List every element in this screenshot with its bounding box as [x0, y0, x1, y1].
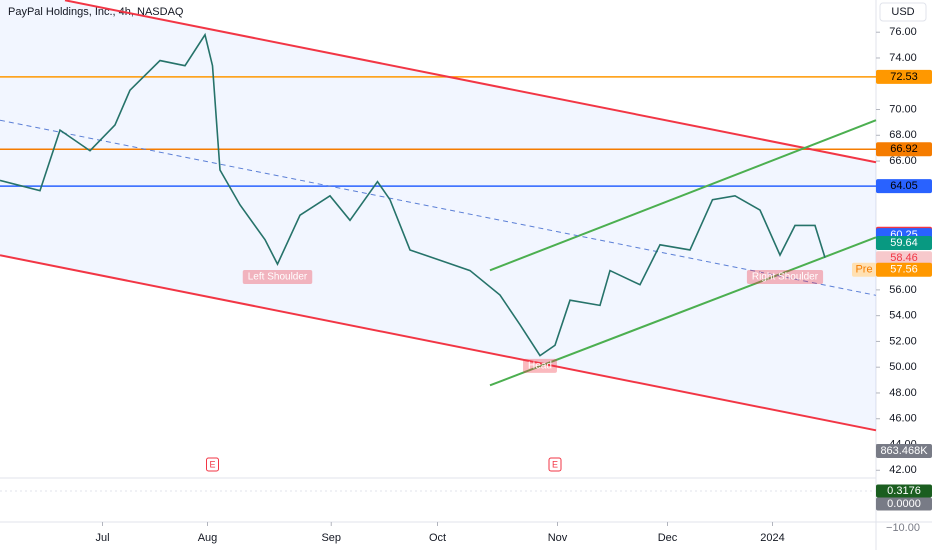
- annotation: Head: [528, 361, 552, 372]
- trendline: [0, 119, 877, 296]
- macd-badge: [876, 484, 932, 498]
- level-label: 66.92: [890, 143, 918, 155]
- x-tick-label: 2024: [760, 532, 784, 544]
- y-tick-label: 48.00: [889, 387, 917, 399]
- x-tick-label: Aug: [198, 532, 218, 544]
- earnings-marker: [206, 457, 219, 472]
- price-line: [0, 32, 826, 357]
- chart-title: PayPal Holdings, Inc., 4h, NASDAQ: [8, 6, 184, 18]
- macd-label: 0.0000: [887, 498, 921, 510]
- currency-button[interactable]: [879, 2, 927, 22]
- annotation-box: [746, 270, 824, 285]
- y-tick-label: 42.00: [889, 464, 917, 476]
- price-badge-label: 57.56: [890, 264, 918, 276]
- chart-body: [0, 0, 876, 431]
- macd-badge: [876, 497, 932, 511]
- annotation-box: [242, 270, 313, 285]
- y-tick-label: 52.00: [889, 335, 917, 347]
- y-tick-label: 68.00: [889, 129, 917, 141]
- volume-badge: [876, 444, 932, 458]
- y-tick-label: 66.00: [889, 155, 917, 167]
- level-label: 72.53: [890, 71, 918, 83]
- earnings-marker: [548, 457, 562, 472]
- y-tick-label: 50.00: [889, 361, 917, 373]
- trendline: [0, 254, 877, 432]
- annotation: Right Shoulder: [752, 272, 819, 283]
- y-tick-label: 54.00: [889, 310, 917, 322]
- level-label: 64.05: [890, 180, 918, 192]
- macd-axis-label: −10.00: [886, 522, 920, 534]
- price-badge-label: 58.46: [890, 252, 918, 264]
- price-badge-label: 59.64: [890, 237, 918, 249]
- y-tick-label: 56.00: [889, 284, 917, 296]
- trendline: [489, 236, 877, 387]
- y-tick-label: 76.00: [889, 26, 917, 38]
- price-badge: [876, 235, 932, 250]
- x-tick-label: Nov: [548, 532, 568, 544]
- price-badge: [876, 251, 932, 266]
- y-tick-label: 74.00: [889, 52, 917, 64]
- annotation-box: [523, 358, 557, 373]
- earnings-label: E: [552, 459, 558, 469]
- pre-label: Pre: [855, 264, 872, 276]
- trendline: [64, 0, 877, 164]
- macd-label: 0.3176: [887, 485, 921, 497]
- x-tick-label: Jul: [95, 532, 109, 544]
- trendline: [489, 119, 877, 272]
- y-tick-label: 70.00: [889, 103, 917, 115]
- x-tick-label: Sep: [321, 532, 341, 544]
- level-badge: [876, 179, 932, 194]
- earnings-label: E: [209, 459, 215, 469]
- x-tick-label: Oct: [429, 532, 446, 544]
- channel-fill: [0, 0, 876, 431]
- annotation: Left Shoulder: [248, 272, 308, 283]
- currency[interactable]: USD: [891, 6, 914, 18]
- price-badge: [876, 262, 932, 277]
- pre-badge: [852, 262, 876, 277]
- y-tick-label: 46.00: [889, 413, 917, 425]
- level-badge: [876, 69, 932, 84]
- level-badge: [876, 142, 932, 157]
- volume-label: 863.468K: [880, 445, 928, 457]
- x-tick-label: Dec: [658, 532, 678, 544]
